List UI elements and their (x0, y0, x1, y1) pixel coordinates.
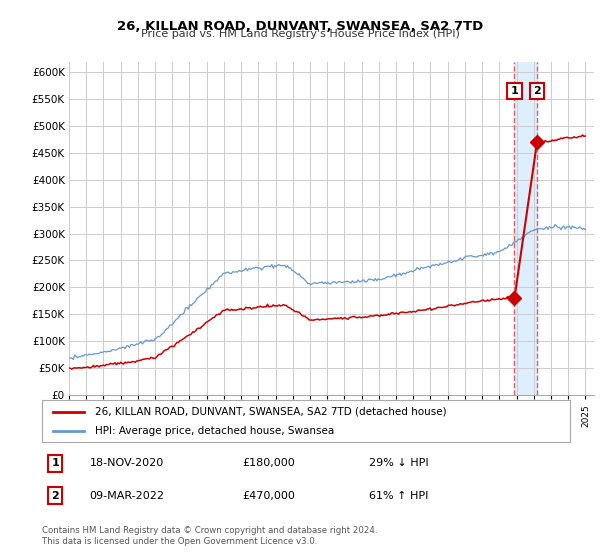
Text: 18-NOV-2020: 18-NOV-2020 (89, 459, 164, 468)
Text: HPI: Average price, detached house, Swansea: HPI: Average price, detached house, Swan… (95, 426, 334, 436)
Text: 2: 2 (52, 491, 59, 501)
Text: 26, KILLAN ROAD, DUNVANT, SWANSEA, SA2 7TD (detached house): 26, KILLAN ROAD, DUNVANT, SWANSEA, SA2 7… (95, 407, 446, 417)
Bar (514, 62, 537, 395)
Text: 1: 1 (52, 459, 59, 468)
Text: £180,000: £180,000 (242, 459, 295, 468)
Text: 09-MAR-2022: 09-MAR-2022 (89, 491, 164, 501)
Text: Contains HM Land Registry data © Crown copyright and database right 2024.
This d: Contains HM Land Registry data © Crown c… (42, 526, 377, 546)
Text: Price paid vs. HM Land Registry's House Price Index (HPI): Price paid vs. HM Land Registry's House … (140, 29, 460, 39)
Text: 61% ↑ HPI: 61% ↑ HPI (370, 491, 429, 501)
Text: 29% ↓ HPI: 29% ↓ HPI (370, 459, 429, 468)
Text: £470,000: £470,000 (242, 491, 296, 501)
Text: 2: 2 (533, 86, 541, 96)
Text: 26, KILLAN ROAD, DUNVANT, SWANSEA, SA2 7TD: 26, KILLAN ROAD, DUNVANT, SWANSEA, SA2 7… (117, 20, 483, 32)
Text: 1: 1 (511, 86, 518, 96)
